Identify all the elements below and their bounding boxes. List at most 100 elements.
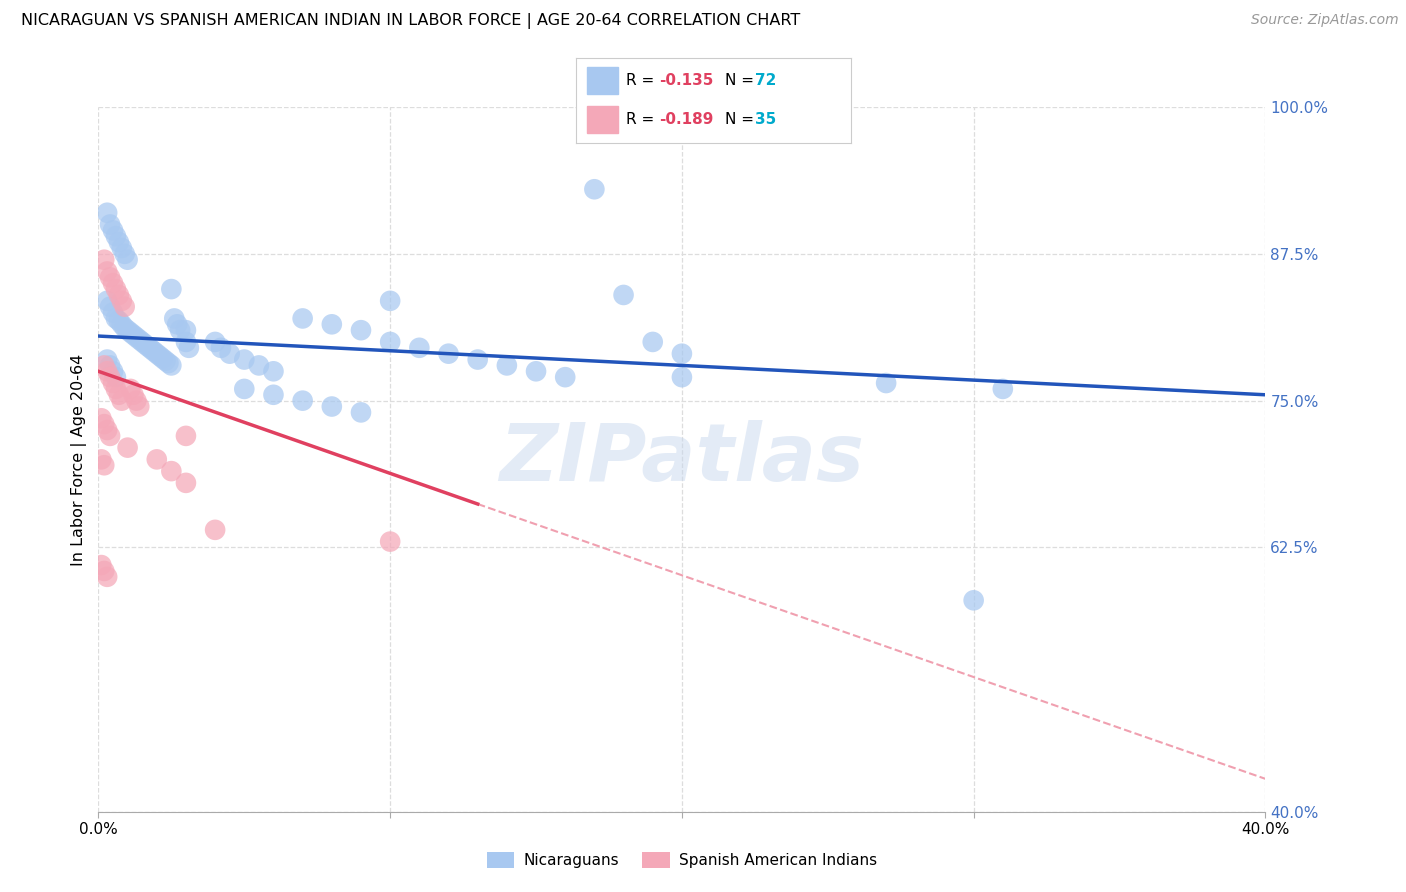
Point: [96, 293, 118, 308]
Point: [378, 293, 402, 308]
Point: [90, 558, 112, 573]
Point: [157, 356, 180, 370]
Point: [149, 349, 172, 363]
Point: [128, 333, 150, 347]
Point: [166, 318, 188, 332]
Point: [101, 276, 124, 290]
Point: [554, 370, 576, 384]
Point: [291, 393, 314, 408]
Point: [437, 346, 460, 360]
Point: [583, 182, 606, 196]
Point: [125, 393, 148, 408]
Text: 72: 72: [755, 73, 776, 88]
Legend: Nicaraguans, Spanish American Indians: Nicaraguans, Spanish American Indians: [481, 846, 883, 874]
Point: [93, 564, 115, 578]
Point: [98, 429, 121, 443]
Point: [108, 314, 131, 328]
Bar: [588, 106, 617, 134]
Point: [101, 376, 124, 390]
Point: [160, 282, 183, 296]
Point: [467, 352, 489, 367]
Point: [101, 364, 124, 378]
Y-axis label: In Labor Force | Age 20-64: In Labor Force | Age 20-64: [72, 353, 87, 566]
Point: [93, 359, 115, 373]
Point: [262, 388, 284, 402]
Point: [160, 359, 183, 373]
Point: [128, 400, 150, 414]
Point: [125, 330, 148, 344]
Point: [350, 323, 373, 337]
Point: [98, 370, 121, 384]
Point: [174, 475, 197, 490]
Point: [991, 382, 1014, 396]
Point: [104, 282, 127, 296]
Point: [93, 458, 115, 473]
Point: [96, 364, 118, 378]
Point: [122, 327, 145, 342]
Point: [134, 337, 156, 351]
Point: [146, 452, 169, 467]
Point: [114, 321, 136, 335]
Point: [108, 288, 131, 302]
Text: -0.135: -0.135: [658, 73, 713, 88]
Point: [122, 388, 145, 402]
Point: [90, 411, 112, 425]
Point: [321, 318, 343, 332]
Point: [378, 334, 402, 349]
Point: [120, 326, 142, 340]
Point: [218, 346, 240, 360]
Point: [101, 223, 124, 237]
Text: -0.189: -0.189: [658, 112, 713, 128]
Point: [174, 334, 197, 349]
Point: [98, 300, 121, 314]
Text: R =: R =: [626, 112, 659, 128]
Point: [146, 346, 169, 360]
Point: [96, 264, 118, 278]
Point: [108, 235, 131, 249]
Point: [155, 353, 177, 368]
Point: [671, 370, 693, 384]
Point: [111, 393, 134, 408]
Point: [96, 205, 118, 219]
Bar: [588, 67, 617, 95]
Point: [233, 352, 256, 367]
Point: [93, 417, 115, 431]
Point: [247, 359, 270, 373]
Point: [177, 341, 200, 355]
Point: [350, 405, 373, 419]
Point: [136, 340, 159, 354]
Point: [204, 523, 226, 537]
Point: [90, 452, 112, 467]
Point: [321, 400, 343, 414]
Point: [408, 341, 430, 355]
Point: [104, 370, 127, 384]
Text: 35: 35: [755, 112, 776, 128]
Point: [96, 570, 118, 584]
Point: [117, 323, 139, 337]
Point: [101, 305, 124, 319]
Text: N =: N =: [724, 73, 758, 88]
Point: [262, 364, 284, 378]
Point: [139, 342, 162, 356]
Point: [612, 288, 634, 302]
Point: [111, 293, 134, 308]
Text: NICARAGUAN VS SPANISH AMERICAN INDIAN IN LABOR FORCE | AGE 20-64 CORRELATION CHA: NICARAGUAN VS SPANISH AMERICAN INDIAN IN…: [21, 13, 800, 29]
Point: [641, 334, 664, 349]
Point: [117, 441, 139, 455]
Point: [291, 311, 314, 326]
Point: [962, 593, 984, 607]
Point: [524, 364, 547, 378]
Point: [152, 351, 174, 366]
Point: [104, 229, 127, 244]
Point: [209, 341, 232, 355]
Point: [93, 252, 115, 267]
Point: [671, 346, 693, 360]
Text: Source: ZipAtlas.com: Source: ZipAtlas.com: [1251, 13, 1399, 28]
Point: [169, 323, 191, 337]
Text: R =: R =: [626, 73, 659, 88]
Point: [174, 323, 197, 337]
Point: [98, 359, 121, 373]
Point: [111, 318, 134, 332]
Point: [96, 352, 118, 367]
Point: [98, 270, 121, 285]
